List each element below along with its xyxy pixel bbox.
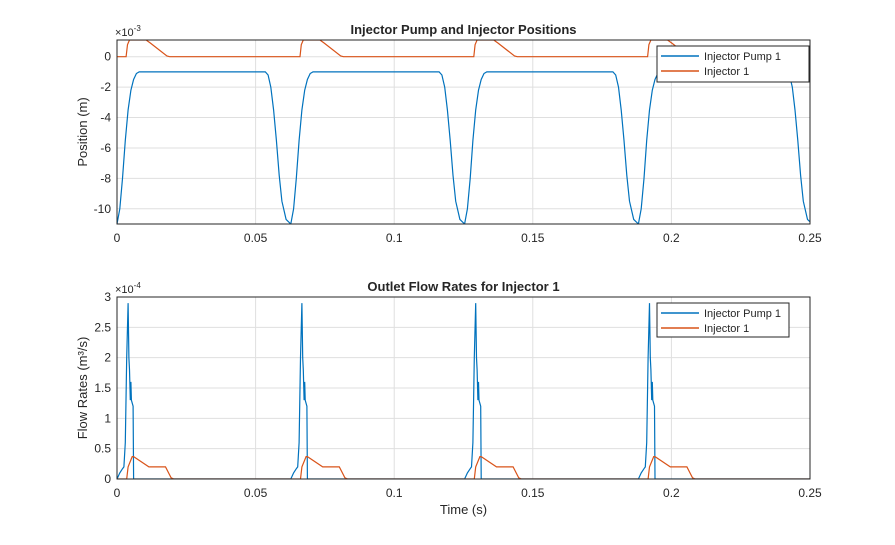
x-tick-label: 0 bbox=[114, 486, 121, 500]
y-tick-label: 2 bbox=[104, 351, 111, 365]
y-tick-label: -6 bbox=[100, 141, 111, 155]
y-exponent-label: ×10-3 bbox=[115, 24, 141, 39]
y-tick-label: 3 bbox=[104, 290, 111, 304]
legend-entry: Injector Pump 1 bbox=[704, 51, 781, 63]
y-tick-label: 1.5 bbox=[94, 381, 111, 395]
series-line-injector-pump-1 bbox=[117, 303, 810, 479]
legend-entry: Injector 1 bbox=[704, 323, 749, 335]
chart-title: Injector Pump and Injector Positions bbox=[350, 22, 576, 37]
y-tick-label: 0 bbox=[104, 472, 111, 486]
legend-box bbox=[656, 302, 790, 338]
subplot-1: 0 0.05 0.1 0.15 0.2 0.25 0 -2 -4 -6 -8 -10 Injector … bbox=[75, 22, 822, 245]
x-tick-label: 0.05 bbox=[244, 231, 268, 245]
y-tick-label: -4 bbox=[100, 111, 111, 125]
y-tick-label: -8 bbox=[100, 171, 111, 185]
series-line-injector-pump-1 bbox=[117, 71, 810, 224]
y-axis-label: Flow Rates (m³/s) bbox=[75, 337, 90, 440]
y-tick-label: 0 bbox=[104, 50, 111, 64]
y-exponent: -3 bbox=[134, 24, 142, 33]
y-tick-label: 2.5 bbox=[94, 320, 111, 334]
y-tick-label: 1 bbox=[104, 411, 111, 425]
x-tick-label: 0.2 bbox=[663, 231, 680, 245]
y-tick-label: -10 bbox=[94, 202, 112, 216]
legend-box bbox=[656, 45, 810, 83]
x-tick-label: 0.15 bbox=[521, 231, 545, 245]
x-tick-label: 0.25 bbox=[798, 231, 822, 245]
y-tick-label: -2 bbox=[100, 80, 111, 94]
series-line-injector-1 bbox=[117, 456, 810, 479]
x-tick-label: 0.2 bbox=[663, 486, 680, 500]
axes-box bbox=[116, 296, 811, 480]
series-line-injector-1 bbox=[117, 40, 810, 58]
legend: Injector Pump 1 Injector 1 bbox=[656, 302, 790, 338]
x-tick-label: 0.25 bbox=[798, 486, 822, 500]
y-exponent: -4 bbox=[134, 281, 142, 290]
legend-entry: Injector Pump 1 bbox=[704, 308, 781, 320]
y-axis-label: Position (m) bbox=[75, 97, 90, 166]
x-tick-label: 0.1 bbox=[386, 486, 403, 500]
y-tick-label: 0.5 bbox=[94, 442, 111, 456]
legend-entry: Injector 1 bbox=[704, 66, 749, 78]
legend: Injector Pump 1 Injector 1 bbox=[656, 45, 810, 83]
x-tick-label: 0.15 bbox=[521, 486, 545, 500]
x-axis-label: Time (s) bbox=[440, 502, 487, 517]
x-tick-label: 0 bbox=[114, 231, 121, 245]
x-tick-label: 0.1 bbox=[386, 231, 403, 245]
subplot-2: 0 0.05 0.1 0.15 0.2 0.25 0 0.5 1 1.5 2 2.5 3 Outlet F… bbox=[75, 279, 822, 517]
x-tick-label: 0.05 bbox=[244, 486, 268, 500]
y-exponent-label: ×10-4 bbox=[115, 281, 141, 296]
axes-box bbox=[116, 39, 811, 225]
chart-title: Outlet Flow Rates for Injector 1 bbox=[367, 279, 559, 294]
